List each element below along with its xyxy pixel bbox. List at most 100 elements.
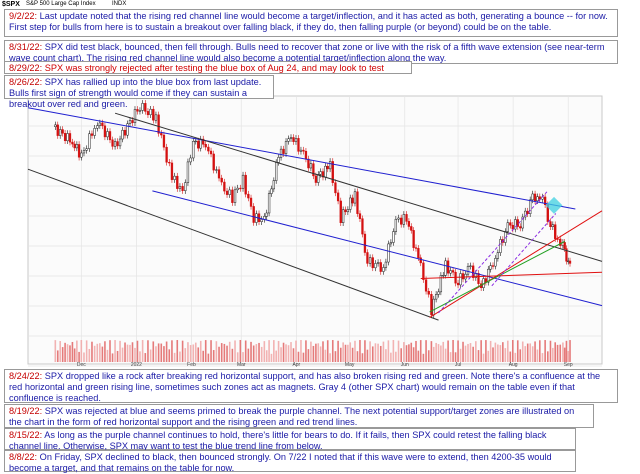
candle-body — [160, 133, 163, 136]
volume-bar — [329, 353, 331, 362]
candle-body — [103, 125, 107, 138]
volume-bar — [312, 345, 315, 362]
volume-bar — [270, 353, 273, 362]
volume-bar — [408, 344, 410, 362]
volume-bar — [364, 340, 366, 362]
volume-bar — [410, 342, 413, 362]
candle-body — [533, 193, 537, 202]
volume-bar — [244, 340, 247, 362]
note-text: As long as the purple channel continues … — [9, 430, 547, 451]
volume-bar — [514, 352, 517, 362]
x-axis-ticks: Dec 2022 Feb Mar Apr May Jun Jul Aug Sep — [77, 362, 573, 368]
candle-body — [439, 275, 443, 293]
candle-body — [144, 103, 147, 112]
volume-bar — [126, 344, 129, 362]
candle-body — [328, 161, 332, 170]
candle-body — [128, 120, 132, 124]
candle-body — [85, 148, 88, 151]
volume-bar — [511, 340, 514, 362]
candle-body — [563, 242, 566, 249]
volume-bar — [80, 340, 83, 362]
volume-bar — [85, 340, 88, 362]
volume-bar — [54, 340, 57, 362]
volume-bar — [315, 343, 317, 362]
volume-bar — [379, 345, 382, 362]
volume-bar — [334, 351, 337, 362]
candle-body — [80, 152, 83, 158]
note-date: 8/19/22: — [9, 406, 43, 416]
volume-bar — [369, 341, 371, 362]
volume-bar — [432, 346, 435, 362]
candle-body — [496, 252, 500, 259]
volume-bar — [149, 349, 152, 362]
note-aug-19: 8/19/22: SPX was rejected at blue and se… — [4, 404, 594, 428]
volume-bar — [435, 342, 437, 362]
candle-body — [363, 233, 367, 253]
candle-body — [422, 262, 425, 280]
candle-body — [157, 114, 160, 134]
candle-body — [192, 141, 195, 159]
volume-bar — [464, 345, 467, 362]
candle-body — [472, 265, 475, 278]
candle-body — [526, 210, 529, 214]
volume-bar — [66, 344, 69, 362]
volume-bar — [228, 341, 231, 362]
volume-bar — [192, 344, 195, 362]
note-date: 8/15/22: — [9, 430, 43, 440]
candle-body — [531, 193, 534, 201]
volume-bar — [524, 346, 527, 362]
candle-body — [212, 153, 215, 171]
plot-frame — [27, 95, 603, 365]
volume-bar — [422, 353, 425, 362]
candle-body — [93, 128, 96, 136]
volume-bar — [337, 340, 339, 362]
volume-bar — [449, 352, 452, 362]
candle-body — [379, 262, 382, 272]
volume-bar — [544, 340, 546, 362]
volume-bar — [526, 343, 529, 362]
x-tick-label: Jun — [401, 362, 409, 368]
candle-body — [223, 181, 226, 192]
volume-bar — [73, 348, 76, 362]
candle-body — [149, 108, 152, 116]
candle-body — [559, 238, 562, 246]
volume-bar — [395, 351, 397, 362]
volume-bar — [319, 346, 322, 362]
volume-bar — [390, 352, 392, 362]
candle-body — [247, 193, 250, 199]
candle-body — [417, 248, 420, 259]
volume-bar — [116, 350, 119, 362]
candle-body — [397, 217, 400, 220]
note-date: 8/31/22: — [9, 42, 43, 52]
volume-bar — [536, 349, 539, 362]
volume-bar — [397, 340, 400, 362]
volume-bar — [419, 340, 422, 362]
candle-body — [209, 150, 213, 155]
volume-bar — [371, 346, 374, 362]
volume-bar — [554, 342, 557, 362]
red-trendline — [420, 271, 603, 280]
volume-bar — [157, 343, 160, 362]
candle-body — [176, 175, 179, 189]
candle-body — [215, 169, 218, 171]
candle-body — [376, 262, 380, 264]
candle-body — [170, 162, 174, 180]
volume-bar — [504, 348, 507, 362]
candle-body — [358, 213, 362, 219]
volume-bar — [487, 350, 490, 362]
candle-body — [384, 261, 388, 268]
candle-body — [108, 131, 112, 141]
note-text: SPX did test black, bounced, then fell t… — [9, 42, 605, 63]
candle-body — [75, 144, 79, 149]
candle-body — [154, 114, 158, 121]
volume-bar — [173, 352, 176, 362]
volume-bar — [136, 340, 139, 362]
note-text: SPX has rallied up into the blue box fro… — [9, 77, 262, 109]
volume-bar — [442, 341, 445, 362]
volume-bar — [64, 342, 66, 362]
candle-body — [554, 224, 557, 239]
candle-body — [289, 137, 293, 139]
candle-body — [529, 199, 532, 214]
note-aug-24: 8/24/22: SPX dropped like a rock after b… — [4, 369, 618, 403]
volume-bar — [400, 348, 402, 362]
